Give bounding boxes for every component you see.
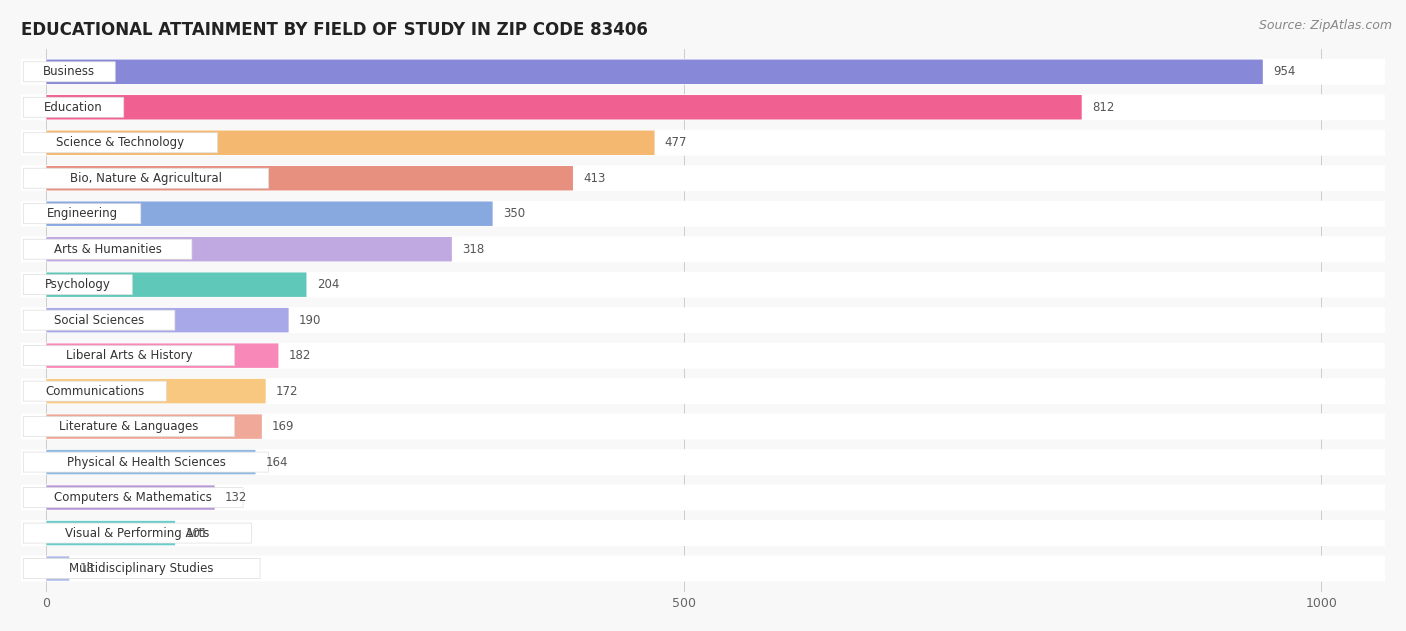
FancyBboxPatch shape bbox=[46, 557, 69, 581]
FancyBboxPatch shape bbox=[46, 131, 655, 155]
Text: 413: 413 bbox=[583, 172, 606, 185]
FancyBboxPatch shape bbox=[24, 133, 218, 153]
Text: Business: Business bbox=[44, 65, 96, 78]
Text: 18: 18 bbox=[80, 562, 94, 575]
FancyBboxPatch shape bbox=[24, 239, 191, 259]
FancyBboxPatch shape bbox=[46, 166, 574, 191]
Text: 169: 169 bbox=[271, 420, 294, 433]
FancyBboxPatch shape bbox=[46, 273, 307, 297]
FancyBboxPatch shape bbox=[21, 307, 1385, 333]
FancyBboxPatch shape bbox=[21, 94, 1385, 121]
Text: Liberal Arts & History: Liberal Arts & History bbox=[66, 349, 193, 362]
FancyBboxPatch shape bbox=[24, 381, 166, 401]
FancyBboxPatch shape bbox=[46, 201, 492, 226]
FancyBboxPatch shape bbox=[21, 272, 1385, 298]
FancyBboxPatch shape bbox=[21, 130, 1385, 156]
Text: Computers & Mathematics: Computers & Mathematics bbox=[55, 491, 212, 504]
FancyBboxPatch shape bbox=[24, 310, 174, 330]
FancyBboxPatch shape bbox=[46, 450, 256, 475]
FancyBboxPatch shape bbox=[21, 59, 1385, 85]
Text: 204: 204 bbox=[316, 278, 339, 291]
Text: 954: 954 bbox=[1272, 65, 1295, 78]
FancyBboxPatch shape bbox=[24, 274, 132, 295]
FancyBboxPatch shape bbox=[46, 485, 215, 510]
FancyBboxPatch shape bbox=[46, 237, 451, 261]
FancyBboxPatch shape bbox=[24, 97, 124, 117]
Text: Science & Technology: Science & Technology bbox=[56, 136, 184, 150]
FancyBboxPatch shape bbox=[24, 452, 269, 472]
Text: Social Sciences: Social Sciences bbox=[53, 314, 145, 327]
Text: 101: 101 bbox=[186, 526, 208, 540]
FancyBboxPatch shape bbox=[46, 521, 176, 545]
FancyBboxPatch shape bbox=[24, 168, 269, 188]
FancyBboxPatch shape bbox=[24, 204, 141, 224]
Text: EDUCATIONAL ATTAINMENT BY FIELD OF STUDY IN ZIP CODE 83406: EDUCATIONAL ATTAINMENT BY FIELD OF STUDY… bbox=[21, 21, 648, 39]
Text: 812: 812 bbox=[1092, 101, 1115, 114]
FancyBboxPatch shape bbox=[46, 95, 1081, 119]
FancyBboxPatch shape bbox=[46, 415, 262, 439]
Text: Communications: Communications bbox=[45, 385, 145, 398]
Text: 350: 350 bbox=[503, 207, 524, 220]
FancyBboxPatch shape bbox=[46, 59, 1263, 84]
Text: 132: 132 bbox=[225, 491, 247, 504]
FancyBboxPatch shape bbox=[21, 449, 1385, 475]
FancyBboxPatch shape bbox=[21, 343, 1385, 369]
Text: 172: 172 bbox=[276, 385, 298, 398]
FancyBboxPatch shape bbox=[24, 346, 235, 365]
FancyBboxPatch shape bbox=[46, 308, 288, 333]
FancyBboxPatch shape bbox=[46, 343, 278, 368]
FancyBboxPatch shape bbox=[21, 414, 1385, 440]
FancyBboxPatch shape bbox=[21, 556, 1385, 582]
Text: Visual & Performing Arts: Visual & Performing Arts bbox=[65, 526, 209, 540]
FancyBboxPatch shape bbox=[21, 520, 1385, 546]
FancyBboxPatch shape bbox=[46, 379, 266, 403]
FancyBboxPatch shape bbox=[21, 378, 1385, 404]
FancyBboxPatch shape bbox=[24, 558, 260, 579]
Text: 190: 190 bbox=[299, 314, 321, 327]
Text: Arts & Humanities: Arts & Humanities bbox=[53, 243, 162, 256]
FancyBboxPatch shape bbox=[24, 488, 243, 507]
Text: 477: 477 bbox=[665, 136, 688, 150]
FancyBboxPatch shape bbox=[21, 236, 1385, 262]
Text: Source: ZipAtlas.com: Source: ZipAtlas.com bbox=[1258, 19, 1392, 32]
FancyBboxPatch shape bbox=[21, 201, 1385, 227]
FancyBboxPatch shape bbox=[24, 62, 115, 82]
Text: 182: 182 bbox=[288, 349, 311, 362]
Text: Physical & Health Sciences: Physical & Health Sciences bbox=[66, 456, 225, 469]
Text: Literature & Languages: Literature & Languages bbox=[59, 420, 198, 433]
Text: Psychology: Psychology bbox=[45, 278, 111, 291]
Text: 318: 318 bbox=[463, 243, 484, 256]
FancyBboxPatch shape bbox=[24, 523, 252, 543]
Text: Multidisciplinary Studies: Multidisciplinary Studies bbox=[69, 562, 214, 575]
FancyBboxPatch shape bbox=[21, 165, 1385, 191]
FancyBboxPatch shape bbox=[21, 485, 1385, 510]
FancyBboxPatch shape bbox=[24, 416, 235, 437]
Text: 164: 164 bbox=[266, 456, 288, 469]
Text: Education: Education bbox=[44, 101, 103, 114]
Text: Engineering: Engineering bbox=[46, 207, 118, 220]
Text: Bio, Nature & Agricultural: Bio, Nature & Agricultural bbox=[70, 172, 222, 185]
